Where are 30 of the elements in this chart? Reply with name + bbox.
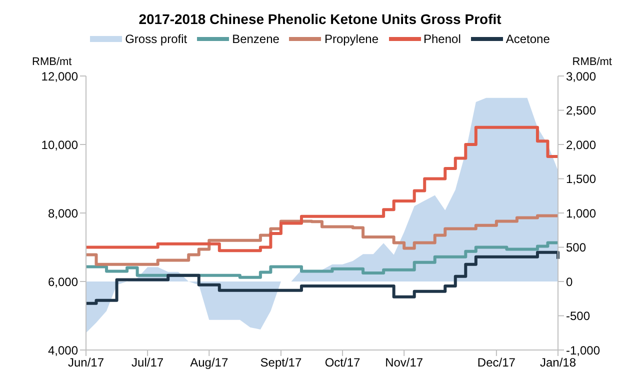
x-tick-label: Nov/17 [385, 356, 424, 370]
y2-tick-label: 1,500 [566, 172, 596, 186]
x-tick-label: Jan/18 [540, 356, 576, 370]
y-axis-title: RMB/mt [32, 56, 72, 68]
x-tick-label: Sept/17 [260, 356, 302, 370]
y2-axis-title: RMB/mt [572, 56, 612, 68]
legend-label: Gross profit [125, 32, 188, 46]
x-tick-label: Jun/17 [68, 356, 104, 370]
x-tick-label: Jul/17 [132, 356, 164, 370]
legend-label: Benzene [232, 32, 280, 46]
legend-label: Acetone [506, 32, 550, 46]
y2-tick-label: 500 [566, 240, 586, 255]
legend-label: Phenol [424, 32, 461, 46]
y2-tick-label: 0 [566, 274, 573, 289]
x-tick-label: Oct/17 [324, 356, 361, 370]
x-tick-label: Dec/17 [477, 356, 516, 370]
y2-tick-label: 2,500 [566, 104, 596, 118]
y-tick-label: 6,000 [48, 274, 78, 289]
legend-label: Propylene [324, 32, 378, 46]
y-tick-label: 12,000 [41, 69, 78, 84]
y2-tick-label: 3,000 [566, 69, 596, 84]
y-tick-label: 4,000 [48, 343, 78, 358]
y2-tick-label: 2,000 [566, 138, 596, 152]
y2-tick-label: -1,000 [566, 343, 600, 358]
y2-tick-label: -500 [566, 309, 590, 324]
chart-title: 2017-2018 Chinese Phenolic Ketone Units Gross Profit [138, 10, 502, 29]
y2-tick-label: 1,000 [566, 206, 596, 220]
y-tick-label: 8,000 [48, 206, 78, 220]
y-tick-label: 10,000 [41, 138, 78, 152]
x-tick-label: Aug/17 [190, 356, 228, 370]
